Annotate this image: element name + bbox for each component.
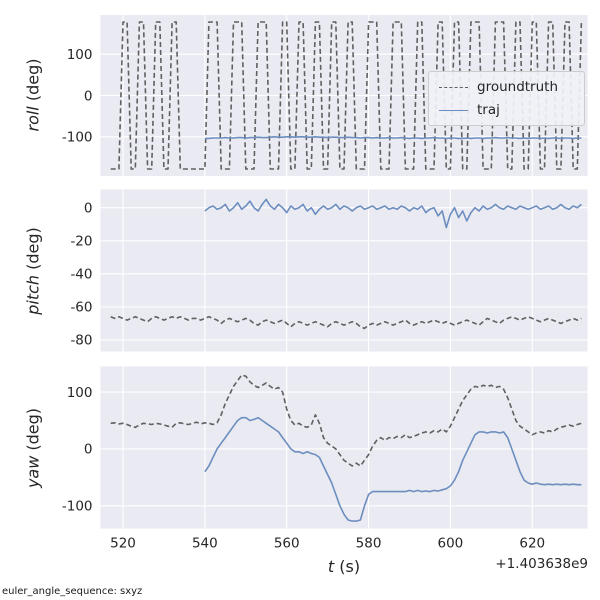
legend-label: groundtruth <box>477 79 559 95</box>
x-tick-label: 520 <box>110 536 136 552</box>
y-axis-label-pitch-unit: (deg) <box>23 227 43 270</box>
series-line-groundtruth <box>110 21 583 170</box>
x-axis-label: t (s) <box>328 557 360 576</box>
subplot-yaw: -100 0 100 520 540 560 580 600 620 <box>62 366 588 552</box>
legend-entry: traj <box>439 102 574 118</box>
y-tick-label: 100 <box>67 47 93 63</box>
subplot-pitch: 0 -20 -40 -60 -80 <box>70 189 588 352</box>
y-axis-label-yaw-unit: (deg) <box>23 407 43 451</box>
plot-background <box>100 366 588 529</box>
x-axis-label-unit: (s) <box>339 557 361 576</box>
y-tick-label: -80 <box>70 333 92 349</box>
y-tick-label: -100 <box>62 130 93 146</box>
legend-label: traj <box>477 102 500 118</box>
x-tick-label: 580 <box>356 536 382 552</box>
y-axis-label-roll-var: roll <box>23 106 43 132</box>
x-tick-label: 620 <box>519 536 545 552</box>
x-tick-label: 560 <box>274 536 300 552</box>
plot-background <box>100 189 588 352</box>
y-axis-label-yaw-var: yaw <box>23 455 43 489</box>
y-axis-label-yaw: yaw (deg) <box>24 408 43 488</box>
y-axis-label-roll: roll (deg) <box>24 59 43 132</box>
y-tick-label: 100 <box>67 385 93 401</box>
series-line-traj <box>204 198 582 229</box>
legend: groundtruth traj <box>428 71 585 126</box>
legend-entry: groundtruth <box>439 79 574 95</box>
x-axis-offset-text: +1.403638e9 <box>495 556 588 572</box>
x-tick-label: 540 <box>192 536 218 552</box>
footer-note: euler_angle_sequence: sxyz <box>2 586 143 597</box>
y-tick-label: 0 <box>84 442 93 458</box>
y-axis-label-roll-unit: (deg) <box>23 58 43 102</box>
legend-line-sample <box>439 86 468 88</box>
y-tick-label: -100 <box>62 499 93 515</box>
y-tick-label: -40 <box>70 267 92 283</box>
x-axis-label-var: t <box>327 557 335 576</box>
series-line-traj <box>204 136 582 140</box>
series-line-groundtruth <box>110 374 582 467</box>
series-line-groundtruth <box>110 315 582 330</box>
x-tick-label: 600 <box>438 536 464 552</box>
y-axis-label-pitch-var: pitch <box>23 274 43 315</box>
series-line-traj <box>204 416 582 522</box>
y-tick-label: 0 <box>84 200 93 216</box>
legend-line-sample <box>439 109 468 111</box>
y-tick-label: -60 <box>70 300 92 316</box>
y-axis-label-pitch: pitch (deg) <box>24 227 43 315</box>
y-tick-label: 0 <box>84 88 93 104</box>
y-tick-label: -20 <box>70 234 92 250</box>
